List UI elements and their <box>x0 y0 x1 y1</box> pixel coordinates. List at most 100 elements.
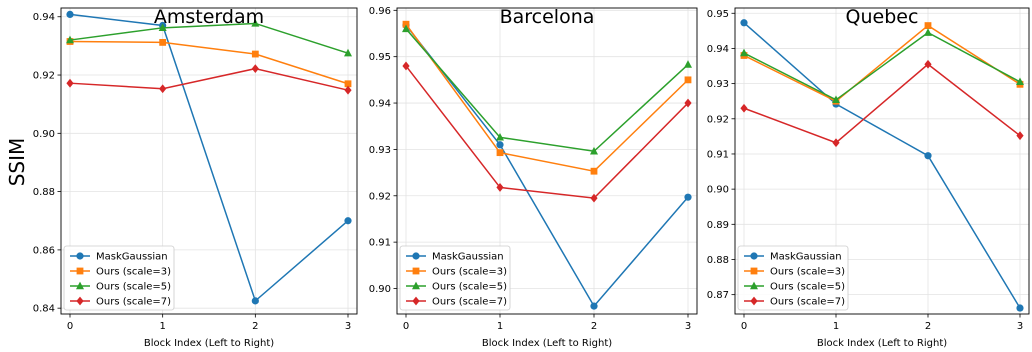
legend-marker <box>750 267 758 275</box>
y-tick-label: 0.95 <box>707 9 729 20</box>
data-point <box>740 48 748 57</box>
series-ours-scale-3 <box>740 22 1024 105</box>
legend-label: Ours (scale=7) <box>770 297 845 308</box>
legend-label: Ours (scale=5) <box>770 282 845 293</box>
y-tick-label: 0.92 <box>707 114 729 125</box>
series-ours-scale-5 <box>66 19 352 57</box>
legend-label: Ours (scale=3) <box>432 267 507 278</box>
series-line <box>69 40 349 85</box>
legend: MaskGaussian Ours (scale=3) Ours (scale=5)… <box>399 245 511 311</box>
data-point <box>251 19 260 27</box>
data-point <box>1016 131 1024 141</box>
data-point <box>159 38 167 46</box>
x-tick-label: 0 <box>67 321 73 332</box>
legend-box <box>737 245 849 311</box>
data-point <box>402 61 410 71</box>
x-tick-label: 1 <box>833 321 839 332</box>
legend-marker <box>750 281 758 290</box>
legend-label: Ours (scale=7) <box>96 297 171 308</box>
data-point <box>590 167 598 175</box>
series-ours-scale-7 <box>740 59 1024 148</box>
data-point <box>251 64 259 74</box>
plot-frame <box>734 7 1030 315</box>
legend-marker <box>76 252 84 260</box>
series-line <box>69 13 349 303</box>
x-tick-label: 3 <box>685 321 691 332</box>
x-tick-label: 2 <box>252 321 258 332</box>
legend: MaskGaussian Ours (scale=3) Ours (scale=5)… <box>737 245 849 311</box>
y-tick-label: 0.93 <box>369 145 391 156</box>
y-tick-label: 0.96 <box>369 6 391 17</box>
y-tick-label: 0.91 <box>707 149 729 160</box>
legend-marker <box>76 267 84 275</box>
data-point <box>66 78 74 88</box>
data-point <box>924 152 932 160</box>
x-axis-label: Block Index (Left to Right) <box>144 338 274 349</box>
x-tick-label: 0 <box>741 321 747 332</box>
legend-label: Ours (scale=7) <box>432 297 507 308</box>
legend-marker <box>76 281 84 290</box>
y-tick-label: 0.88 <box>33 187 55 198</box>
y-tick-label: 0.90 <box>707 185 729 196</box>
plot-frame <box>60 7 358 315</box>
chart-panel-amsterdam: 0.84 0.86 0.88 0.90 0.92 0.94 0 1 2 3 Block Index … <box>33 7 358 349</box>
series-line <box>743 31 1021 101</box>
data-point <box>344 80 352 88</box>
data-point <box>1016 304 1024 312</box>
figure-ylabel: SSIM <box>5 138 29 187</box>
legend-label: Ours (scale=3) <box>770 267 845 278</box>
data-point <box>251 50 259 58</box>
data-point <box>66 35 74 44</box>
series-ours-scale-5 <box>740 28 1024 103</box>
y-tick-label: 0.95 <box>369 52 391 63</box>
data-point <box>684 98 692 108</box>
series-line <box>405 65 689 199</box>
series-line <box>743 24 1021 103</box>
y-tick-label: 0.84 <box>33 304 55 315</box>
data-point <box>590 302 598 310</box>
y-tick-label: 0.88 <box>707 255 729 266</box>
x-tick-label: 0 <box>403 321 409 332</box>
y-tick-label: 0.93 <box>707 79 729 90</box>
data-point <box>740 19 748 27</box>
legend-label: Ours (scale=5) <box>96 282 171 293</box>
data-point <box>158 23 167 32</box>
legend-box <box>399 245 511 311</box>
data-point <box>924 59 932 69</box>
y-tick-label: 0.92 <box>33 71 55 82</box>
legend-box <box>63 245 175 311</box>
series-line <box>405 24 689 308</box>
x-axis-label: Block Index (Left to Right) <box>817 338 947 349</box>
data-point <box>496 183 504 192</box>
y-tick-label: 0.86 <box>33 245 55 256</box>
x-axis-label: Block Index (Left to Right) <box>482 338 612 349</box>
legend-marker <box>750 296 758 306</box>
chart-panel-quebec: 0.87 0.88 0.89 0.90 0.91 0.92 0.93 0.94 0.95 0 1 2 3… <box>707 7 1030 349</box>
series-line <box>69 67 349 91</box>
data-point <box>684 76 692 84</box>
legend-marker <box>412 252 420 260</box>
legend-marker <box>750 252 758 260</box>
data-point <box>344 85 352 95</box>
series-ours-scale-3 <box>66 38 352 88</box>
data-point <box>924 28 932 36</box>
x-tick-label: 3 <box>345 321 351 332</box>
y-tick-label: 0.92 <box>369 191 391 202</box>
chart-title: Quebec <box>846 6 919 28</box>
legend-label: MaskGaussian <box>770 252 842 263</box>
y-tick-label: 0.94 <box>369 99 391 110</box>
legend-marker <box>412 267 420 275</box>
data-point <box>251 297 259 305</box>
data-point <box>684 60 692 68</box>
y-tick-label: 0.94 <box>707 44 729 55</box>
y-tick-label: 0.90 <box>369 284 391 295</box>
data-point <box>496 132 504 141</box>
legend-label: Ours (scale=5) <box>432 282 507 293</box>
y-tick-label: 0.94 <box>33 12 55 23</box>
data-point <box>832 95 840 103</box>
x-tick-label: 1 <box>159 321 165 332</box>
legend-marker <box>76 296 84 306</box>
data-point <box>344 217 352 225</box>
chart-title: Amsterdam <box>154 6 264 28</box>
